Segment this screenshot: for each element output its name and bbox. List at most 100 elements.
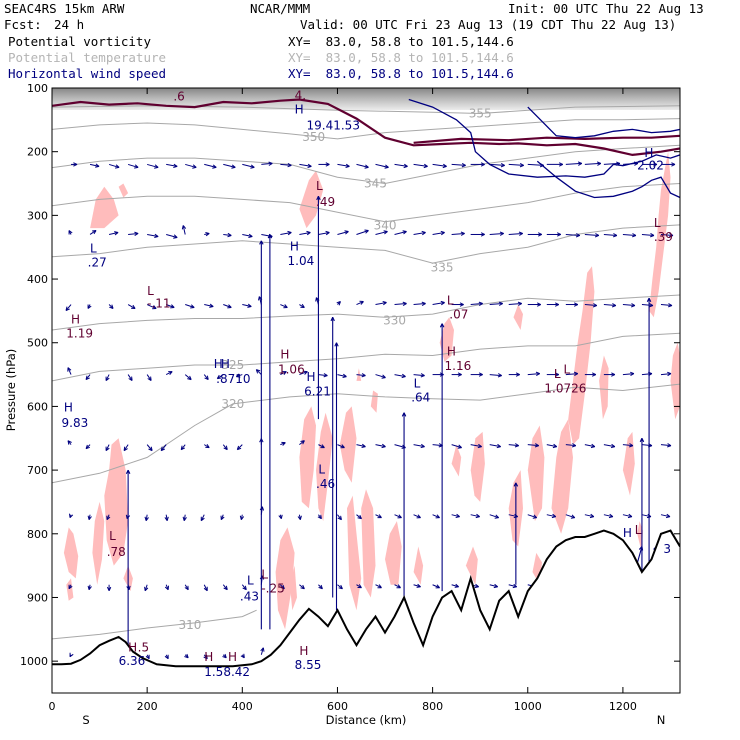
extremum-label: 8.55 [295, 658, 322, 672]
wind-arrow-112-head [381, 374, 386, 379]
wind-arrow-73-shaft [242, 304, 252, 308]
extremum-label: -.11 [147, 297, 170, 311]
wind-arrow-181-head [475, 513, 480, 519]
wind-arrow-85 [470, 301, 483, 307]
extremum-label: H [128, 641, 137, 655]
wind-arrow-137 [236, 444, 243, 451]
extremum-label: H [71, 313, 80, 327]
extremum-label: L [261, 567, 268, 581]
wind-arrow-16 [375, 163, 389, 169]
wind-arrow-100-head [147, 376, 152, 382]
wind-arrow-204 [299, 584, 305, 590]
wind-arrow-108-shaft [299, 371, 308, 376]
wind-arrow-60-head [613, 233, 618, 238]
wind-arrow-157 [622, 443, 634, 448]
wind-arrow-178-head [416, 514, 421, 519]
vertical-motion-arrow-8-head [513, 482, 519, 487]
wind-arrow-3 [127, 163, 139, 169]
wind-arrow-73 [242, 303, 252, 308]
extremum-label: L [147, 284, 154, 298]
pv-shade-region-31 [649, 151, 671, 318]
wind-arrow-126-shaft [641, 373, 652, 376]
wind-arrow-4 [147, 163, 159, 169]
wind-arrow-19-head [442, 163, 447, 169]
pv-shade-region-19 [451, 444, 462, 477]
wind-arrow-1-head [95, 163, 100, 168]
wind-arrow-93 [622, 303, 636, 308]
wind-arrow-184-shaft [527, 514, 537, 519]
wind-arrow-121-head [554, 372, 560, 377]
wind-arrow-58-shaft [565, 233, 580, 236]
pv-shade-region-0 [90, 186, 119, 229]
x-tick-label: 0 [49, 700, 56, 713]
wind-arrow-36 [147, 233, 159, 238]
wind-arrow-61-shaft [622, 233, 636, 236]
axes-layer: 100 200 300 400 500 600 700 800 900 1000 0 200 400 60… [20, 82, 680, 713]
wind-arrow-108-head [303, 370, 308, 375]
wind-arrow-179-head [435, 514, 440, 519]
wind-arrow-171-head [278, 514, 283, 520]
wind-arrow-38-shaft [182, 225, 186, 235]
wind-arrow-150-head [496, 443, 501, 449]
wind-arrow-132-head [148, 446, 153, 452]
wind-arrow-43 [280, 230, 292, 236]
extremum-label: .43 [240, 590, 259, 604]
wind-arrow-187-head [589, 513, 595, 519]
wind-arrow-24-head [539, 163, 545, 168]
wind-arrow-156-head [610, 443, 616, 449]
wind-arrow-108 [299, 370, 308, 376]
wind-arrow-76-head [300, 303, 305, 309]
wind-arrow-180-head [455, 513, 460, 518]
extremum-label: H [228, 650, 237, 664]
wind-arrow-59-shaft [584, 233, 599, 236]
wind-arrow-210-head [416, 583, 421, 588]
wind-arrow-105 [235, 373, 243, 378]
wind-arrow-1 [89, 163, 100, 168]
wind-arrow-85-head [478, 301, 483, 307]
wind-arrow-174-head [337, 515, 342, 521]
wind-arrow-203-head [280, 584, 285, 590]
vertical-motion-arrow-9-head [646, 297, 652, 303]
wind-arrow-46-head [344, 230, 349, 235]
wind-arrow-181 [470, 513, 480, 519]
wind-arrow-96-head [67, 367, 72, 372]
wind-arrow-73-head [247, 303, 252, 308]
pv-shade-region-10 [299, 406, 316, 509]
wind-arrow-128 [67, 440, 72, 445]
pv-shade-region-3 [63, 527, 79, 579]
wind-arrow-154-shaft [565, 444, 576, 447]
wind-arrow-161 [87, 514, 92, 520]
wind-arrow-59 [584, 233, 600, 238]
wind-arrow-7 [204, 163, 217, 169]
wind-arrow-27 [584, 161, 602, 166]
wind-arrow-57-head [556, 232, 562, 237]
wind-arrow-164 [144, 514, 149, 521]
wind-arrow-100 [146, 374, 152, 382]
wind-arrow-229-head [164, 654, 169, 660]
wind-arrow-106 [255, 369, 262, 375]
wind-vector-layer [65, 161, 676, 661]
wind-arrow-104-head [216, 374, 222, 380]
wind-arrow-137-shaft [236, 444, 243, 450]
wind-arrow-89 [546, 302, 560, 307]
extremum-label: H [64, 401, 73, 415]
wind-arrow-66-head [109, 304, 114, 309]
wind-arrow-203 [280, 584, 285, 590]
wind-arrow-167 [200, 514, 205, 522]
wind-arrow-185-head [551, 513, 557, 519]
wind-arrow-5 [166, 163, 178, 168]
wind-arrow-147 [432, 443, 443, 448]
wind-arrow-105-head [235, 373, 241, 378]
y-tick-label: 900 [27, 591, 48, 604]
wind-arrow-3-head [134, 164, 139, 169]
wind-arrow-172-head [297, 515, 302, 520]
wind-arrow-68-shaft [146, 304, 157, 309]
wind-arrow-70-head [190, 304, 195, 309]
extremum-label: 3 [663, 542, 671, 556]
extremum-label: 1.04 [288, 254, 315, 268]
wind-arrow-56-head [537, 232, 542, 237]
extremum-label: L [447, 294, 454, 308]
wind-arrow-211-head [435, 584, 440, 589]
extremum-label: H [280, 348, 289, 362]
extremum-label: 1.0726 [544, 381, 586, 395]
